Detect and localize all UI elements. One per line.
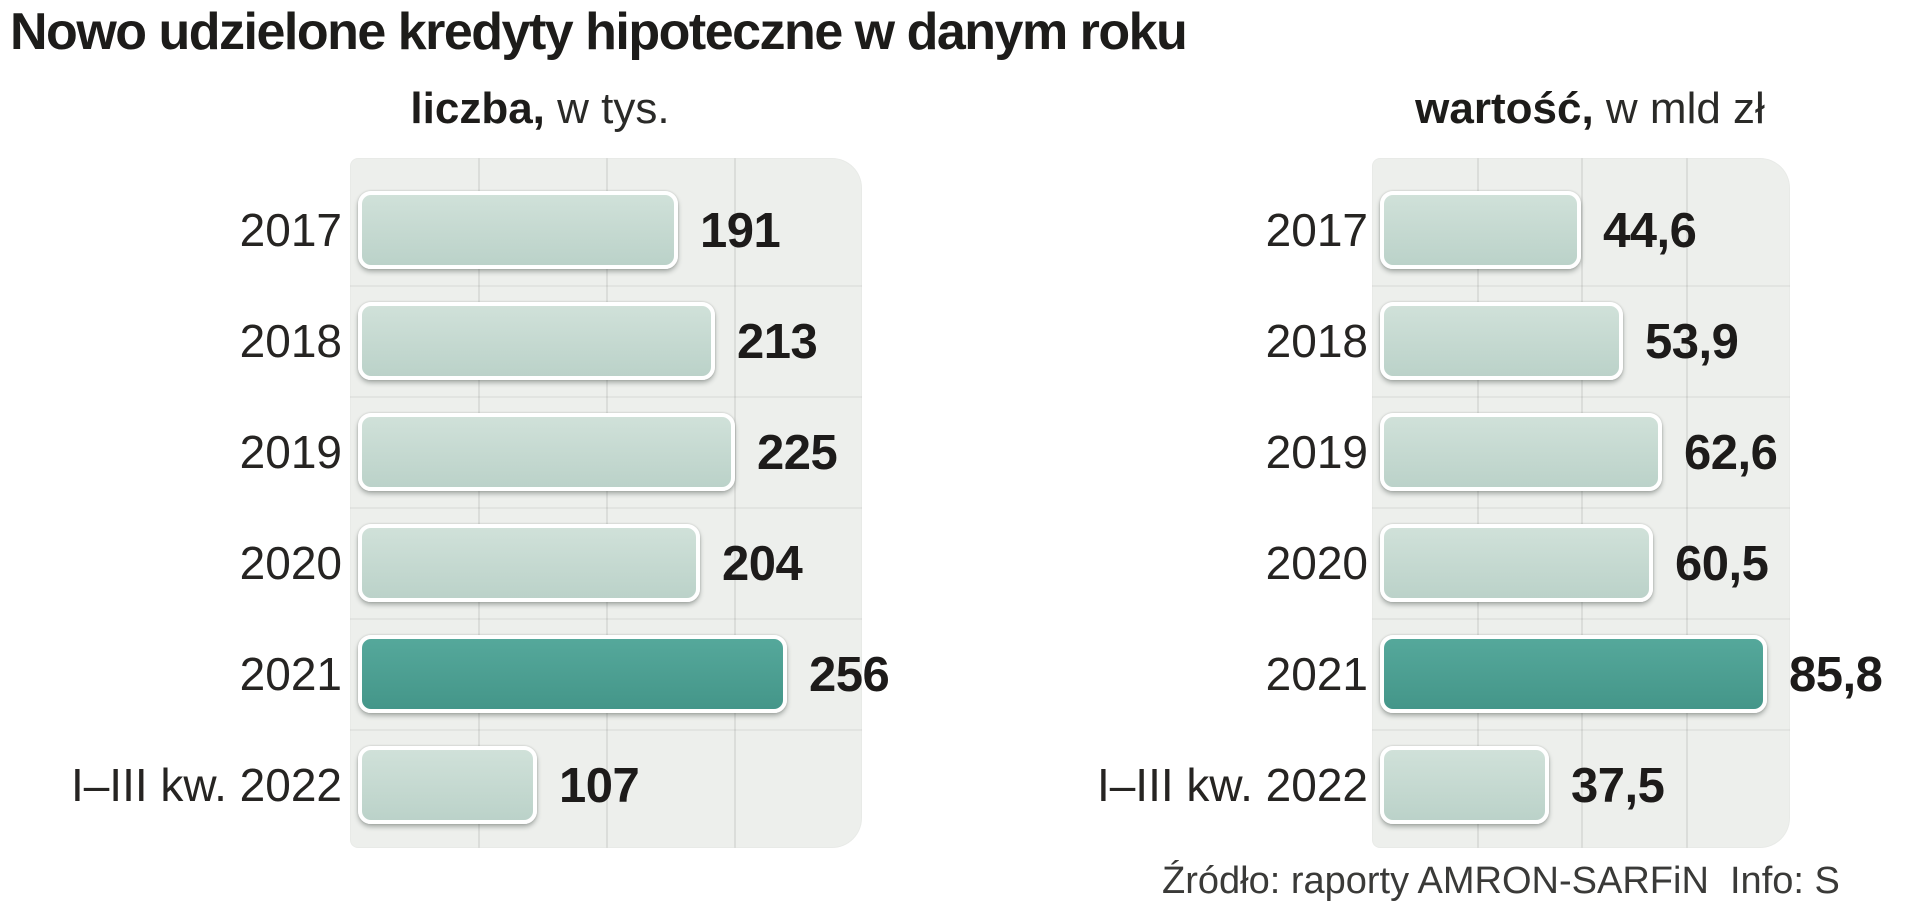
bar-highlighted [358, 635, 787, 713]
year-label: 2019 [1265, 426, 1368, 478]
bar [1380, 302, 1623, 380]
gridline [606, 158, 608, 848]
chart-subtitle-bold: liczba, [410, 84, 545, 133]
bar-highlighted [1380, 635, 1767, 713]
row-separator [1372, 396, 1790, 398]
row-separator [350, 285, 862, 287]
value-label: 60,5 [1675, 537, 1769, 591]
year-label: 2017 [1265, 204, 1368, 256]
source-note: Źródło: raporty AMRON-SARFiN Info: S [1162, 860, 1840, 902]
year-label: 2020 [1265, 537, 1368, 589]
year-label: I–III kw. 2022 [1096, 759, 1368, 811]
value-label: 256 [809, 648, 890, 702]
chart-subtitle-unit: w tys. [544, 84, 670, 133]
year-label: 2020 [239, 537, 342, 589]
gridline [1476, 158, 1479, 848]
year-label: 2018 [239, 315, 342, 367]
bar [1380, 413, 1662, 491]
row-separator [350, 729, 862, 731]
value-label: 213 [737, 315, 818, 369]
row-separator [350, 618, 862, 620]
gridline [734, 158, 736, 848]
row-separator [1372, 507, 1790, 509]
value-label: 204 [722, 537, 803, 591]
value-label: 62,6 [1684, 426, 1778, 480]
year-label: 2017 [239, 204, 342, 256]
year-label: 2021 [239, 648, 342, 700]
bar [1380, 191, 1581, 269]
chart-subtitle-bold: wartość, [1415, 84, 1594, 133]
row-separator [1372, 285, 1790, 287]
gridline [478, 158, 480, 848]
bar [358, 524, 700, 602]
value-label: 225 [757, 426, 838, 480]
year-label: 2018 [1265, 315, 1368, 367]
value-label: 53,9 [1645, 315, 1739, 369]
chart-subtitle-wartosc: wartość, w mld zł [1280, 84, 1900, 134]
row-separator [1372, 618, 1790, 620]
value-label: 37,5 [1571, 759, 1665, 813]
row-separator [350, 396, 862, 398]
gridline [1581, 158, 1583, 848]
year-label: 2019 [239, 426, 342, 478]
row-separator [350, 507, 862, 509]
row-separator [1372, 729, 1790, 731]
chart-subtitle-unit: w mld zł [1593, 84, 1765, 133]
chart-panel-liczba [350, 158, 862, 848]
year-label: I–III kw. 2022 [70, 759, 342, 811]
value-label: 85,8 [1789, 648, 1883, 702]
year-label: 2021 [1265, 648, 1368, 700]
chart-subtitle-liczba: liczba, w tys. [230, 84, 850, 134]
bar [1380, 746, 1549, 824]
value-label: 44,6 [1603, 204, 1697, 258]
value-label: 107 [559, 759, 640, 813]
page-title: Nowo udzielone kredyty hipoteczne w dany… [10, 3, 1188, 61]
bar [1380, 524, 1653, 602]
bar [358, 413, 735, 491]
gridline [1685, 158, 1688, 848]
value-label: 191 [700, 204, 781, 258]
chart-panel-wartosc [1372, 158, 1790, 848]
bar [358, 302, 715, 380]
bar [358, 191, 678, 269]
bar [358, 746, 537, 824]
